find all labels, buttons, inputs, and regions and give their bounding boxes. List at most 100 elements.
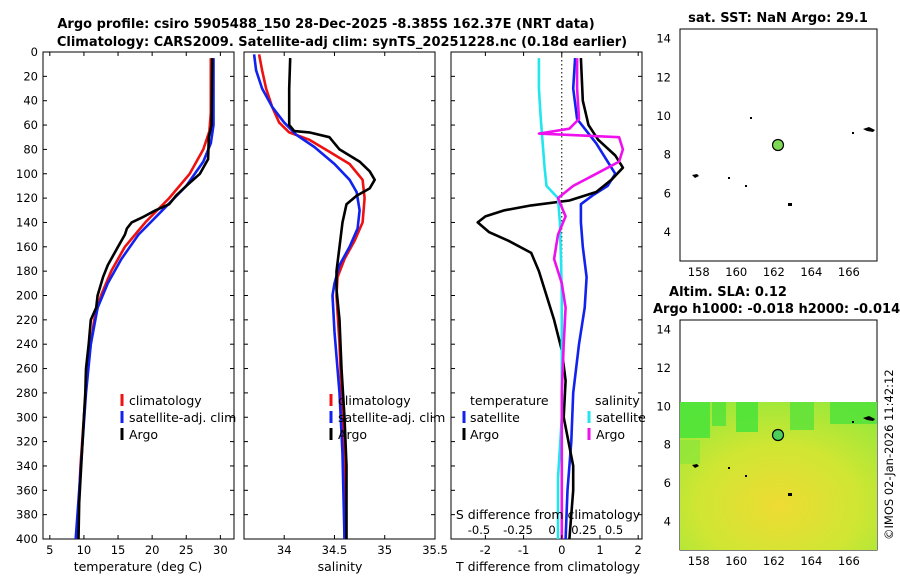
sst-map-land: [692, 117, 875, 206]
series-line-t-satellite: [564, 58, 617, 539]
x-tick-label: 2: [635, 543, 642, 557]
legend-temperature-heading: temperature: [470, 393, 549, 408]
legend-argo: Argo: [338, 427, 367, 442]
legend-s-satellite: satellite: [596, 410, 646, 425]
sla-map-title-2: Argo h1000: -0.018 h2000: -0.014: [653, 302, 900, 317]
series-line-satellite-adj-clim: [252, 54, 361, 539]
map-x-tick-label: 158: [688, 554, 710, 568]
x-tick-label: 0: [558, 543, 565, 557]
map-y-tick-label: 14: [656, 323, 671, 337]
y-tick-label: 280: [16, 386, 38, 400]
legend-climatology: climatology: [129, 393, 202, 408]
map-y-tick-label: 6: [664, 476, 671, 490]
island-shape: [863, 127, 875, 132]
sla-patch: [680, 402, 710, 438]
argo-location-marker: [771, 138, 785, 152]
island-shape: [745, 475, 747, 477]
y-tick-label: 160: [16, 240, 38, 254]
sla-patch: [736, 402, 758, 432]
island-shape: [745, 185, 747, 187]
y-tick-label: 40: [23, 94, 38, 108]
difference-xlabel: T difference from climatology: [455, 559, 641, 574]
x-tick-label: 25: [179, 543, 194, 557]
temperature-axes: [42, 51, 235, 540]
sla-patch: [830, 402, 877, 424]
x-tick-label: 15: [111, 543, 126, 557]
y-tick-label: 240: [16, 337, 38, 351]
island-shape: [692, 464, 699, 468]
x-tick-label: 1: [596, 543, 603, 557]
y-tick-label: 200: [16, 289, 38, 303]
salinity-xlabel: salinity: [318, 559, 363, 574]
legend-t-argo: Argo: [470, 427, 499, 442]
temperature-xlabel: temperature (deg C): [74, 559, 203, 574]
map-x-tick-label: 158: [688, 265, 710, 279]
x-tick-label: 35: [377, 543, 392, 557]
legend-satellite: satellite-adj. clim: [338, 410, 445, 425]
y-tick-label: 100: [16, 167, 38, 181]
title-line-2: Climatology: CARS2009. Satellite-adj cli…: [57, 35, 627, 50]
map-x-tick-label: 166: [838, 265, 860, 279]
sla-field: [680, 402, 877, 550]
difference-legend: temperature satellite Argo salinity sate…: [462, 393, 646, 442]
map-x-tick-label: 162: [763, 554, 785, 568]
island-shape: [852, 421, 854, 423]
series-line-argo: [77, 58, 214, 539]
x-tick-label: -2: [480, 543, 491, 557]
argo-location-marker: [771, 428, 785, 442]
salinity-axes: [243, 51, 436, 540]
x2-tick-label: -0.25: [503, 523, 533, 537]
sla-patch: [790, 402, 814, 430]
x-tick-label: 35.5: [422, 543, 448, 557]
y-tick-label: 60: [23, 118, 38, 132]
island-shape: [852, 132, 854, 134]
map-y-tick-label: 4: [664, 225, 671, 239]
legend-argo: Argo: [129, 427, 158, 442]
legend-t-satellite: satellite: [470, 410, 520, 425]
y-tick-label: 360: [16, 483, 38, 497]
map-y-tick-label: 12: [656, 70, 671, 84]
y-tick-label: 260: [16, 362, 38, 376]
map-y-tick-label: 14: [656, 32, 671, 46]
island-shape: [788, 493, 792, 496]
sla-map-title-1: Altim. SLA: 0.12: [669, 285, 787, 300]
y-tick-label: 340: [16, 459, 38, 473]
island-shape: [728, 177, 730, 179]
title-line-1: Argo profile: csiro 5905488_150 28-Dec-2…: [57, 17, 594, 32]
y-tick-label: 300: [16, 410, 38, 424]
y-tick-label: 400: [16, 532, 38, 546]
sla-map-land: [692, 416, 875, 496]
copyright-stamp: ©IMOS 02-Jan-2026 11:42:12: [882, 369, 896, 540]
salinity-legend: climatology satellite-adj. clim Argo: [329, 393, 445, 442]
temperature-legend: climatology satellite-adj. clim Argo: [120, 393, 236, 442]
map-x-tick-label: 164: [800, 554, 822, 568]
x2-tick-label: 0.25: [571, 523, 597, 537]
x2-tick-label: 0: [548, 523, 555, 537]
y-tick-label: 220: [16, 313, 38, 327]
series-line-climatology: [257, 54, 366, 539]
map-y-tick-label: 12: [656, 361, 671, 375]
x-tick-label: 34: [277, 543, 292, 557]
legend-salinity-heading: salinity: [595, 393, 640, 408]
map-y-tick-label: 4: [664, 514, 671, 528]
map-y-tick-label: 8: [664, 438, 671, 452]
y-tick-label: 320: [16, 435, 38, 449]
island-shape: [863, 416, 875, 421]
map-y-tick-label: 8: [664, 148, 671, 162]
map-x-tick-label: 166: [838, 554, 860, 568]
map-y-tick-label: 10: [656, 399, 671, 413]
island-shape: [750, 117, 752, 119]
series-line-argo: [287, 58, 377, 539]
temperature-series: [74, 58, 215, 539]
island-shape: [728, 467, 730, 469]
x-tick-label: 30: [213, 543, 228, 557]
series-line-s-argo: [537, 58, 625, 539]
x-tick-label: 34.5: [322, 543, 348, 557]
y-tick-label: 140: [16, 215, 38, 229]
map-y-tick-label: 6: [664, 186, 671, 200]
series-line-t-argo: [476, 58, 625, 539]
map-x-tick-label: 162: [763, 265, 785, 279]
legend-s-argo: Argo: [596, 427, 625, 442]
difference-series: [476, 52, 625, 539]
island-shape: [788, 203, 792, 206]
